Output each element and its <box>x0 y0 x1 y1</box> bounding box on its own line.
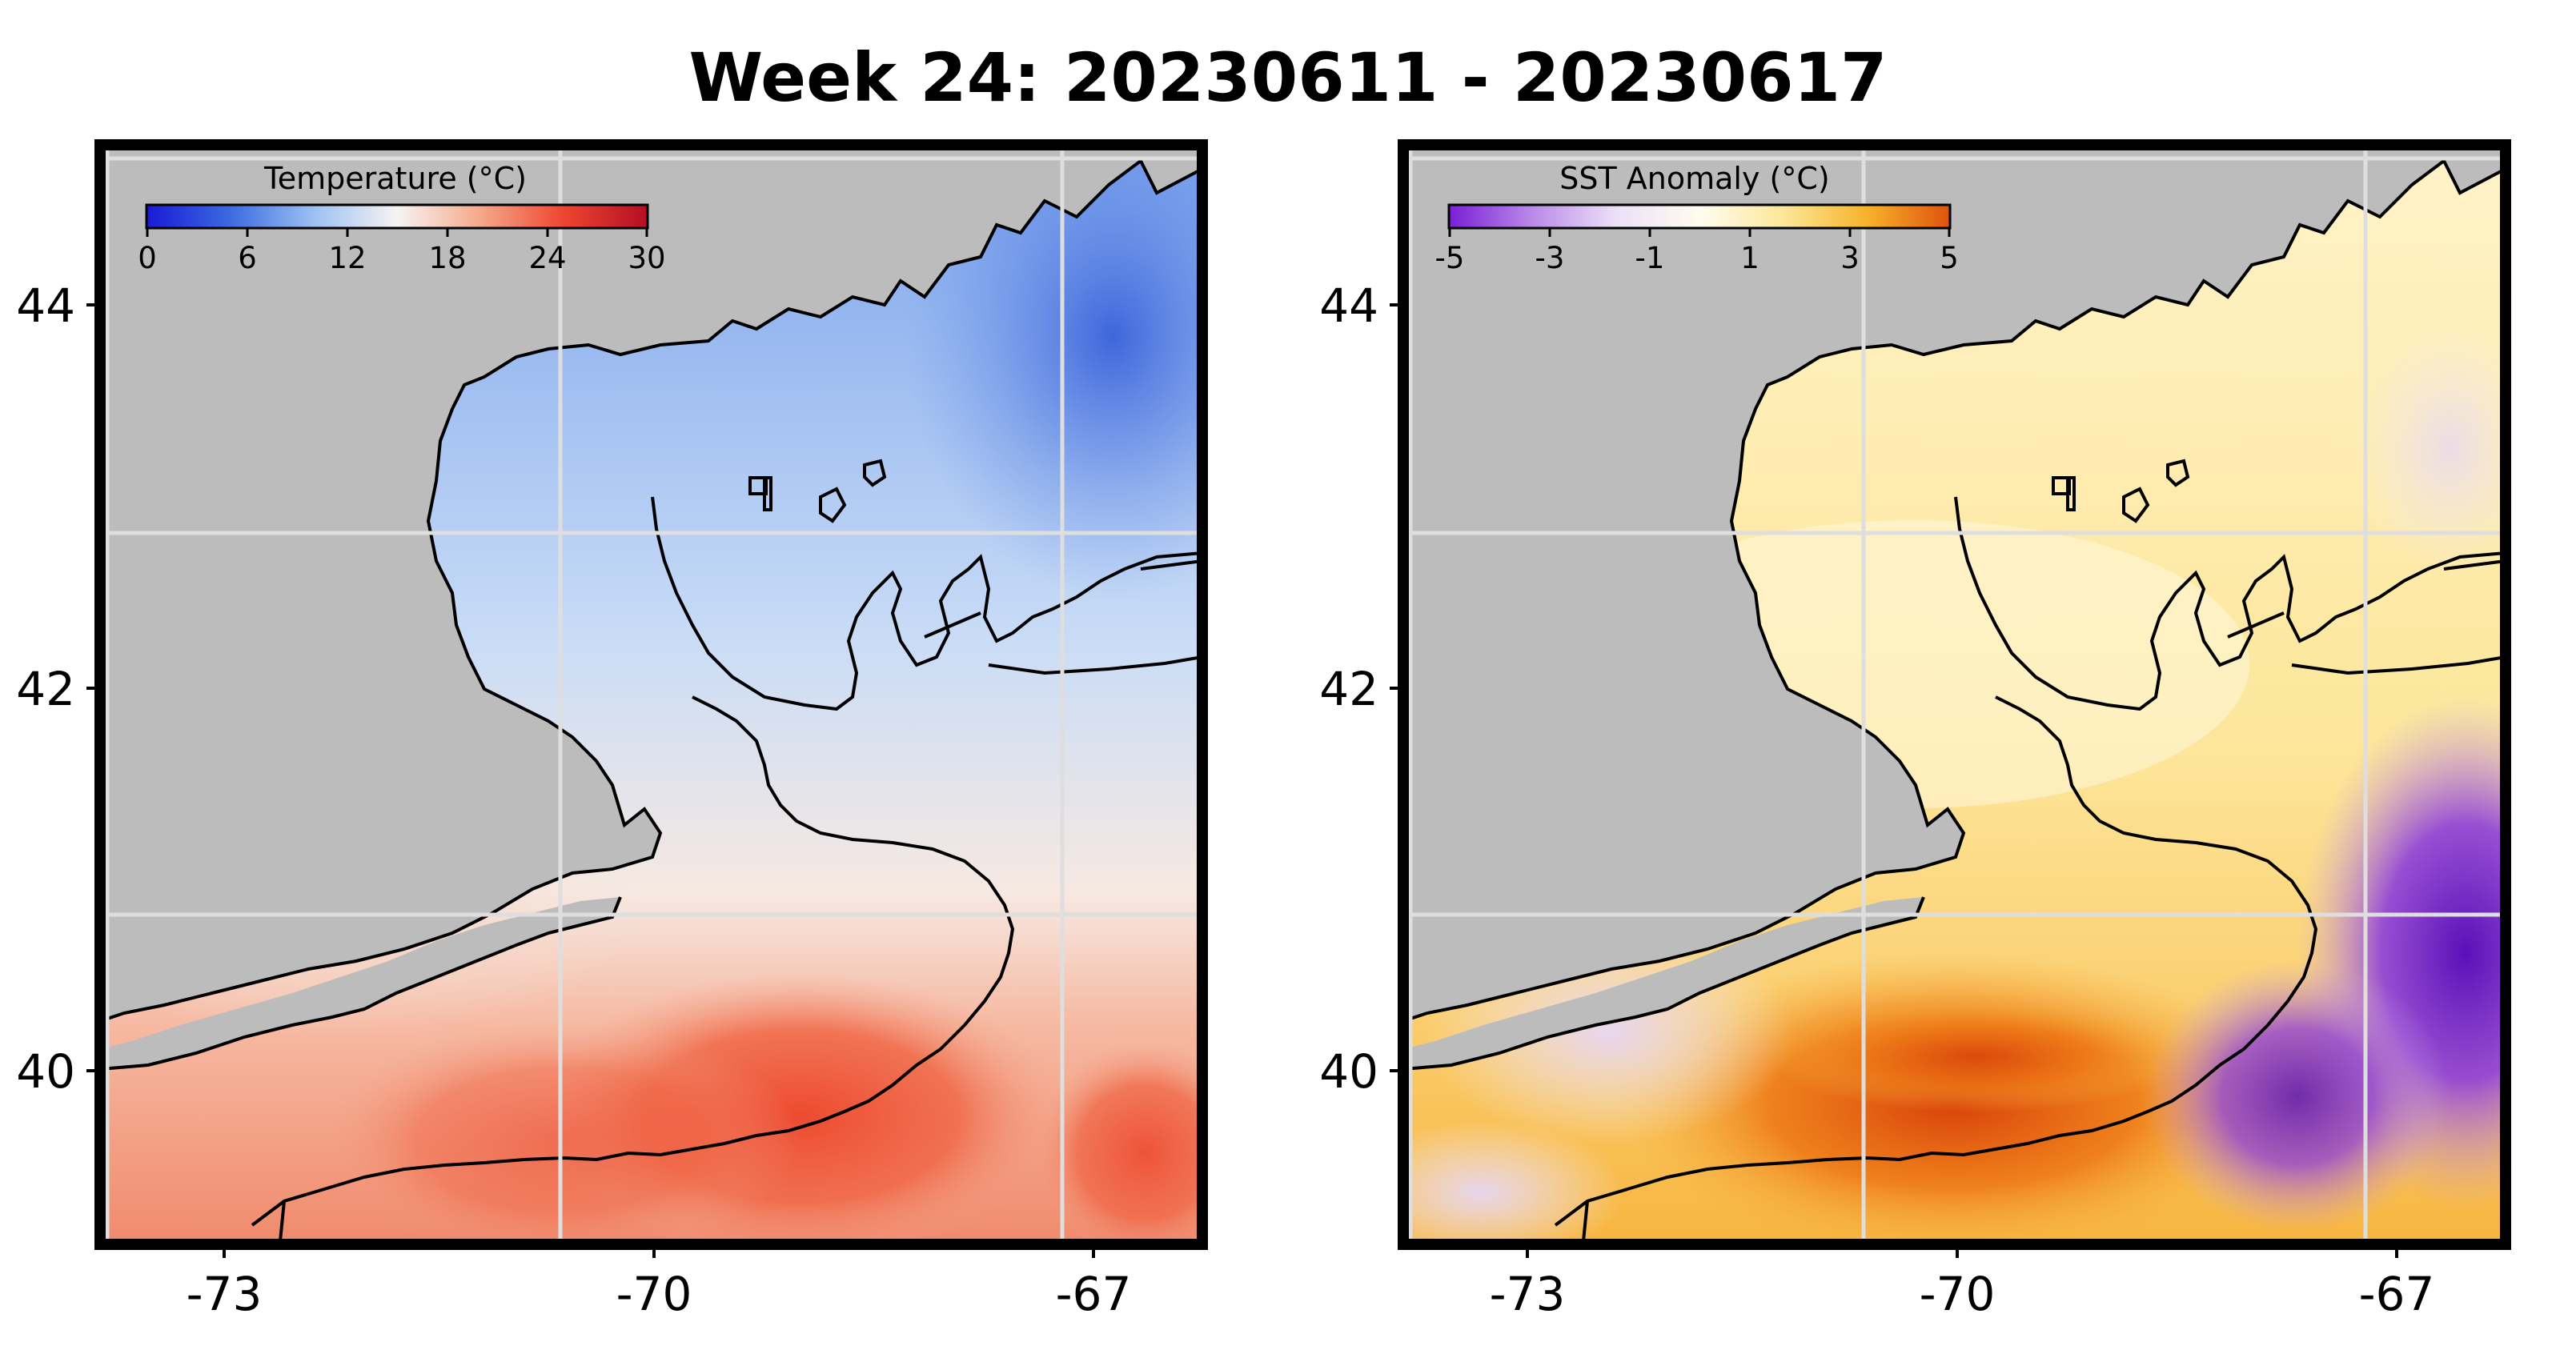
temperature-grid <box>100 145 1202 1244</box>
lon-tick-label: -67 <box>2359 1267 2435 1321</box>
anomaly-grid <box>1403 145 2506 1244</box>
lat-tick-label: 44 <box>16 278 75 333</box>
lon-tick-label: -70 <box>1920 1267 1996 1321</box>
anomaly-colorbar-tick: 3 <box>1840 241 1860 275</box>
temperature-colorbar-tick: 6 <box>238 241 257 275</box>
lat-tick-label: 44 <box>1319 278 1378 333</box>
anomaly-map-panel: SST Anomaly (°C) -5 -3 -1 1 3 5 44 42 40… <box>1319 139 2511 1321</box>
anomaly-colorbar: SST Anomaly (°C) -5 -3 -1 1 3 5 <box>1435 161 1959 275</box>
anomaly-colorbar-tick: -5 <box>1435 241 1465 275</box>
anomaly-map-frame <box>1398 139 2511 1250</box>
temperature-colorbar: Temperature (°C) 0 6 12 18 24 30 <box>138 161 665 275</box>
temperature-colorbar-bar <box>145 203 649 230</box>
lat-tick-label: 40 <box>1319 1044 1378 1099</box>
anomaly-colorbar-label: SST Anomaly (°C) <box>1559 161 1829 196</box>
temperature-colorbar-tick: 12 <box>328 241 366 275</box>
anomaly-colorbar-tick: 5 <box>1940 241 1959 275</box>
lat-tick-label: 40 <box>16 1044 75 1099</box>
anomaly-colorbar-tick: 1 <box>1740 241 1759 275</box>
temperature-map-panel: Temperature (°C) 0 6 12 18 24 30 44 42 4… <box>16 139 1208 1321</box>
anomaly-colorbar-tick: -3 <box>1535 241 1565 275</box>
figure-title: Week 24: 20230611 - 20230617 <box>688 38 1888 117</box>
lon-tick-label: -67 <box>1056 1267 1132 1321</box>
lat-tick-label: 42 <box>16 662 75 716</box>
temperature-colorbar-tick: 24 <box>528 241 566 275</box>
temperature-map-frame <box>94 139 1208 1250</box>
lon-tick-label: -70 <box>616 1267 692 1321</box>
lat-tick-label: 42 <box>1319 662 1378 716</box>
lon-tick-label: -73 <box>1490 1267 1566 1321</box>
temperature-colorbar-tick: 30 <box>628 241 665 275</box>
lon-tick-label: -73 <box>187 1267 263 1321</box>
anomaly-colorbar-bar <box>1447 203 1952 230</box>
temperature-colorbar-label: Temperature (°C) <box>263 161 527 196</box>
temperature-colorbar-tick: 18 <box>428 241 466 275</box>
anomaly-colorbar-tick: -1 <box>1635 241 1665 275</box>
temperature-colorbar-tick: 0 <box>138 241 157 275</box>
